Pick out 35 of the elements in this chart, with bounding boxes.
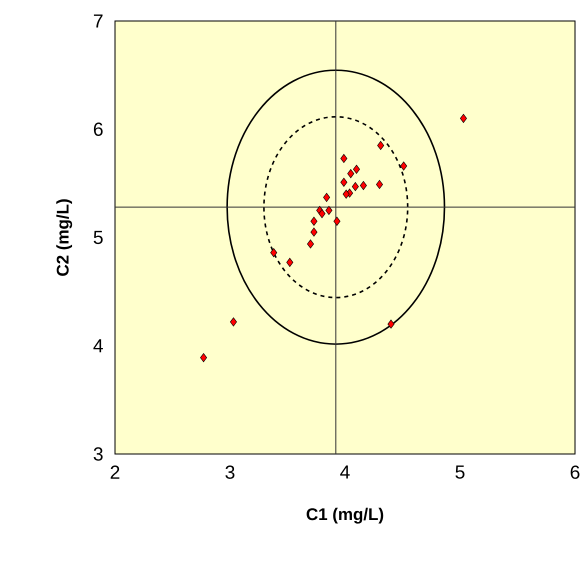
point (400, 162, 408, 171)
x-tick-label: 5 (455, 466, 464, 479)
point (230, 317, 237, 326)
point (352, 182, 359, 192)
y-axis-title: C2 (mg/L) (56, 199, 72, 276)
x-tick-label: 3 (225, 466, 234, 479)
point (286, 258, 294, 267)
point (360, 181, 367, 190)
x-tick-label: 6 (570, 466, 580, 479)
point (376, 180, 383, 189)
point (270, 248, 278, 258)
point (377, 140, 384, 150)
point (318, 209, 326, 218)
y-tick-label: 7 (94, 14, 103, 28)
x-axis-title: C1 (mg/L) (306, 508, 384, 524)
point (310, 228, 318, 237)
x-tick-label: 2 (110, 466, 120, 479)
y-tick-label: 5 (94, 230, 103, 244)
point (307, 239, 314, 248)
point (340, 178, 348, 187)
y-tick-label: 3 (94, 447, 103, 461)
point (323, 192, 330, 202)
point (340, 154, 348, 163)
point (200, 353, 208, 362)
y-tick-label: 6 (94, 122, 103, 136)
point (388, 320, 394, 329)
y-tick-label: 4 (93, 339, 103, 352)
point (342, 190, 350, 199)
point (347, 169, 354, 178)
point (353, 164, 360, 174)
point (460, 114, 467, 123)
point (334, 216, 340, 226)
x-tick-label: 4 (340, 466, 350, 479)
point (325, 206, 332, 215)
point (310, 216, 318, 226)
